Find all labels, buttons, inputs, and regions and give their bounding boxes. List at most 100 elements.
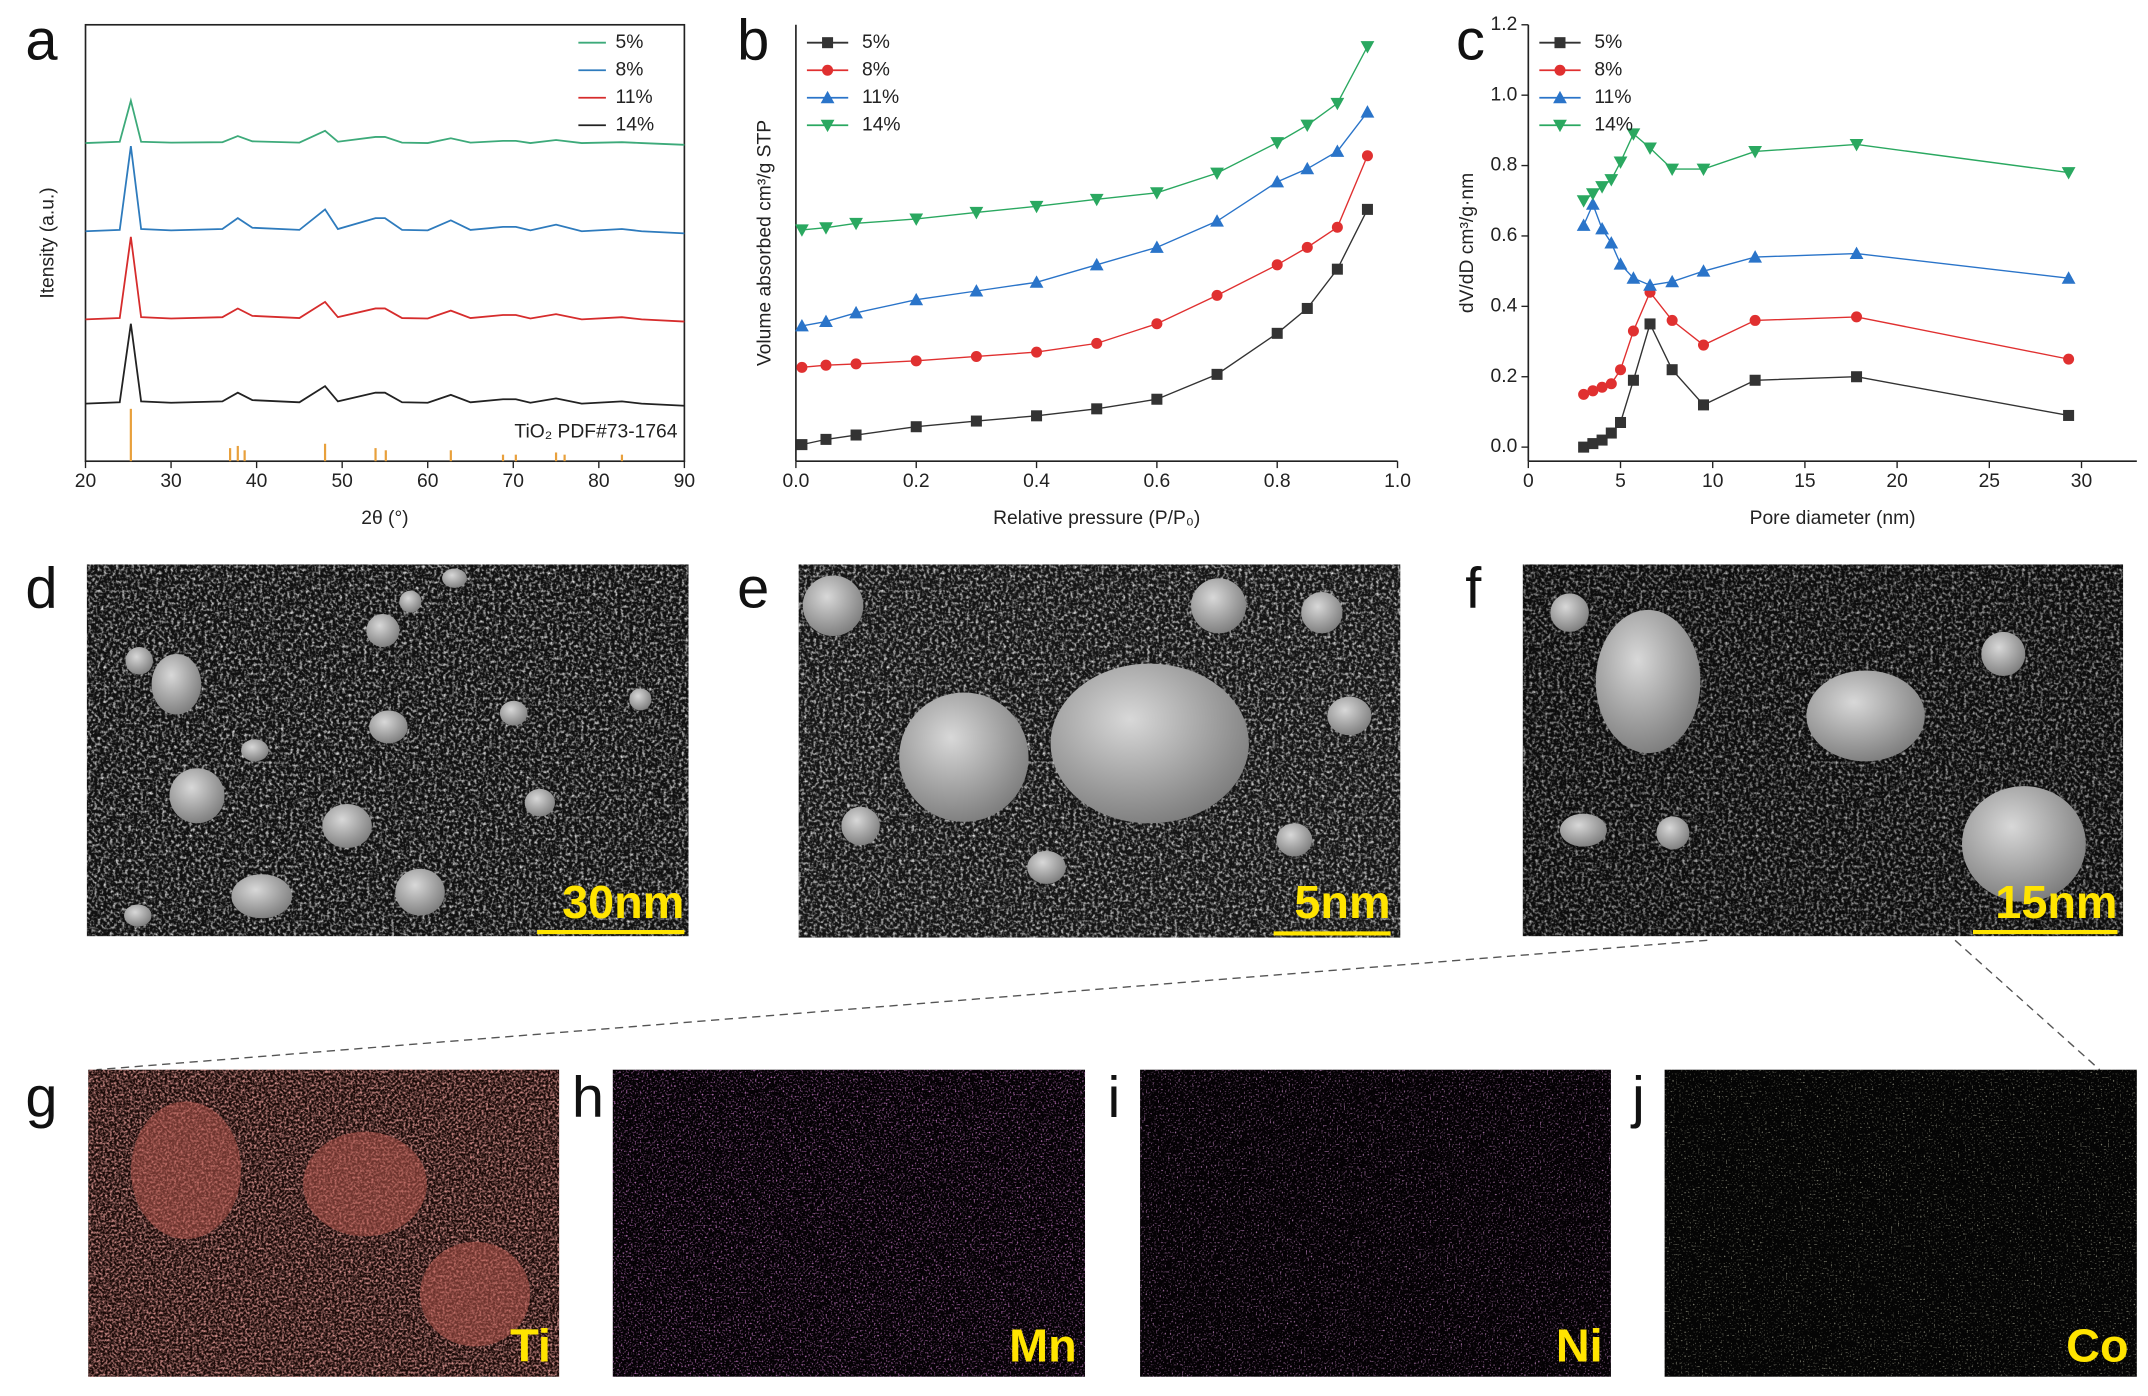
marker xyxy=(1604,236,1619,249)
series-line xyxy=(85,323,685,407)
marker xyxy=(1360,41,1375,54)
panel-letter: h xyxy=(572,1066,604,1130)
x-tick-label: 30 xyxy=(2071,471,2092,492)
panel-letter: g xyxy=(25,1066,57,1130)
marker xyxy=(1587,438,1599,450)
y-tick-label: 0.4 xyxy=(1491,295,1518,316)
marker xyxy=(1578,388,1590,400)
x-tick-label: 1.0 xyxy=(1384,471,1411,492)
marker xyxy=(1627,325,1639,337)
marker xyxy=(1271,259,1283,271)
legend-label: 11% xyxy=(862,87,899,108)
marker xyxy=(820,433,832,445)
marker xyxy=(1851,311,1863,323)
reference-label: TiO₂ PDF#73-1764 xyxy=(514,421,677,442)
marker xyxy=(795,319,809,332)
marker xyxy=(1301,302,1313,314)
marker xyxy=(1697,399,1710,411)
marker xyxy=(1644,318,1656,330)
marker xyxy=(1331,221,1343,233)
marker xyxy=(1029,200,1044,214)
x-tick-label: 30 xyxy=(160,471,181,492)
x-tick-label: 0.0 xyxy=(783,471,810,492)
marker xyxy=(1578,441,1590,453)
marker xyxy=(1553,119,1567,133)
marker xyxy=(1149,240,1164,253)
series-line xyxy=(85,145,685,235)
marker xyxy=(1626,128,1641,141)
marker xyxy=(1585,188,1600,201)
marker xyxy=(1361,203,1373,215)
marker xyxy=(1031,410,1043,422)
marker xyxy=(1361,150,1373,162)
x-tick-label: 80 xyxy=(588,471,609,492)
marker xyxy=(1300,161,1315,175)
marker xyxy=(1554,64,1566,76)
marker xyxy=(1301,241,1313,253)
series-line xyxy=(85,236,685,323)
y-axis-title: dV/dD cm³/g·nm xyxy=(1457,173,1478,313)
marker xyxy=(1585,197,1600,210)
marker xyxy=(1666,364,1678,376)
marker xyxy=(1270,175,1285,188)
marker xyxy=(1270,137,1285,150)
legend-label: 14% xyxy=(616,114,655,135)
legend-label: 5% xyxy=(1594,32,1622,53)
marker xyxy=(1605,378,1617,390)
marker xyxy=(1613,156,1628,169)
marker xyxy=(1587,385,1599,397)
panel-letter: c xyxy=(1456,8,1485,72)
x-tick-label: 10 xyxy=(1702,471,1723,492)
marker xyxy=(1643,142,1657,155)
sem-f xyxy=(1522,564,2124,937)
panel-letter: e xyxy=(737,556,769,620)
x-tick-label: 0.2 xyxy=(903,471,930,492)
marker xyxy=(1605,427,1617,439)
marker xyxy=(1748,250,1763,263)
marker xyxy=(849,305,863,319)
marker xyxy=(1615,416,1627,428)
legend-label: 8% xyxy=(616,59,644,80)
element-label: Co xyxy=(2066,1320,2128,1372)
x-tick-label: 40 xyxy=(246,471,267,492)
marker xyxy=(1300,119,1315,133)
marker xyxy=(1643,278,1657,291)
legend-label: 11% xyxy=(1594,87,1631,108)
marker xyxy=(1330,144,1345,157)
zoom-line xyxy=(96,939,1708,1071)
marker xyxy=(1331,263,1343,275)
marker xyxy=(1576,218,1591,231)
x-tick-label: 0.8 xyxy=(1264,471,1291,492)
marker xyxy=(1697,339,1710,351)
legend-label: 8% xyxy=(862,59,890,80)
marker xyxy=(969,206,984,220)
map-mn xyxy=(612,1069,1086,1377)
marker xyxy=(969,284,984,297)
legend-label: 14% xyxy=(862,114,901,135)
marker xyxy=(822,64,834,76)
y-tick-label: 0.8 xyxy=(1491,155,1518,176)
element-label: Ti xyxy=(510,1320,551,1372)
scale-bar-label: 5nm xyxy=(1294,876,1390,928)
sem-e xyxy=(798,564,1401,938)
marker xyxy=(1749,314,1761,326)
element-label: Mn xyxy=(1009,1320,1077,1372)
marker xyxy=(1360,105,1375,118)
y-tick-label: 1.0 xyxy=(1491,84,1518,105)
x-tick-label: 15 xyxy=(1794,471,1815,492)
marker xyxy=(910,355,922,367)
map-ti xyxy=(88,1069,560,1377)
marker xyxy=(820,90,835,104)
x-axis-title: 2θ (°) xyxy=(361,508,408,529)
marker xyxy=(795,224,809,237)
marker xyxy=(2063,353,2075,365)
y-tick-label: 0.2 xyxy=(1491,366,1518,387)
panel-letter: j xyxy=(1630,1066,1645,1130)
marker xyxy=(1089,257,1104,271)
scale-bar-label: 15nm xyxy=(1995,876,2117,928)
x-tick-label: 20 xyxy=(1886,471,1907,492)
marker xyxy=(1151,318,1163,330)
marker xyxy=(1748,145,1763,159)
marker xyxy=(1210,214,1224,227)
marker xyxy=(819,222,833,235)
